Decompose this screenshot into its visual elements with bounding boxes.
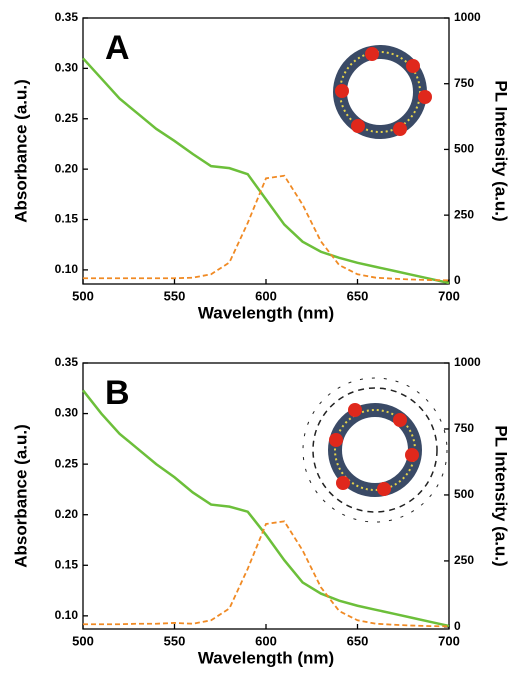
y-tick-label: 0.30 [55, 61, 79, 75]
inset-schematic [333, 45, 432, 139]
y-tick-label: 0.30 [55, 406, 79, 420]
x-tick-label: 650 [347, 633, 369, 648]
x-tick-label: 500 [72, 288, 94, 303]
y-tick-label: 0.10 [55, 262, 79, 276]
series-line [83, 174, 450, 282]
y-tick-label: 0.35 [55, 10, 79, 24]
x-tick-label: 600 [255, 633, 277, 648]
y-tick-label: 0.15 [55, 212, 79, 226]
series-line [82, 57, 450, 285]
y-tick-label: 0.25 [55, 456, 79, 470]
y2-tick-label: 250 [454, 207, 474, 221]
y-tick-label: 0.10 [55, 608, 79, 622]
inset-schematic [302, 377, 448, 523]
y2-tick-label: 1000 [454, 355, 481, 369]
x-axis-title: Wavelength (nm) [198, 303, 334, 322]
y2-tick-label: 0 [454, 273, 461, 287]
x-tick-label: 550 [164, 288, 186, 303]
x-tick-label: 600 [255, 288, 277, 303]
y2-tick-label: 500 [454, 142, 474, 156]
y-axis-title: Absorbance (a.u.) [11, 424, 30, 568]
plot-frame [82, 362, 450, 630]
y-tick-label: 0.20 [55, 507, 79, 521]
panel-label: B [105, 374, 130, 412]
y-tick-label: 0.25 [55, 111, 79, 125]
y2-axis-title: PL Intensity (a.u.) [492, 80, 511, 221]
y2-tick-label: 500 [454, 487, 474, 501]
y-tick-label: 0.35 [55, 355, 79, 369]
y2-tick-label: 750 [454, 76, 474, 90]
y-axis-title: Absorbance (a.u.) [11, 79, 30, 223]
y2-tick-label: 250 [454, 553, 474, 567]
x-tick-label: 700 [438, 288, 460, 303]
y-tick-label: 0.15 [55, 557, 79, 571]
y2-axis-title: PL Intensity (a.u.) [492, 425, 511, 566]
x-tick-label: 650 [347, 288, 369, 303]
series-line [82, 389, 450, 628]
x-tick-label: 550 [164, 633, 186, 648]
y2-tick-label: 750 [454, 421, 474, 435]
x-tick-label: 700 [438, 633, 460, 648]
y2-tick-label: 1000 [454, 10, 481, 24]
panel-label: A [105, 29, 130, 67]
x-tick-label: 500 [72, 633, 94, 648]
y2-tick-label: 0 [454, 619, 461, 633]
x-axis-title: Wavelength (nm) [198, 648, 334, 667]
series-line [83, 520, 450, 628]
y-tick-label: 0.20 [55, 161, 79, 175]
